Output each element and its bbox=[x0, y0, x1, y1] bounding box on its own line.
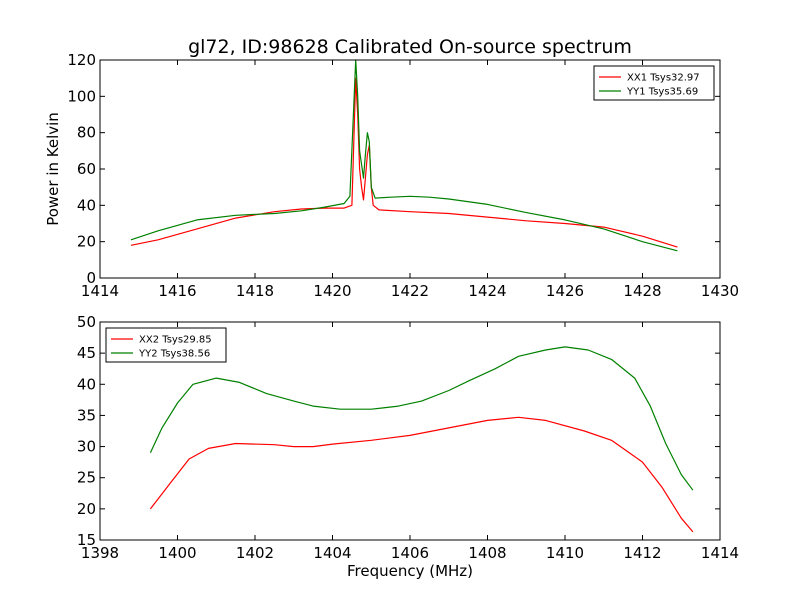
y-tick-label: 25 bbox=[77, 469, 96, 487]
y-tick-label: 15 bbox=[77, 531, 96, 549]
y-tick-label: 35 bbox=[77, 406, 96, 424]
bottom-chart-ticks: 1398 1400 1402 1404 1406 1408 1410 1412 1414 15 20… bbox=[77, 313, 739, 562]
x-tick-label: 1408 bbox=[468, 544, 506, 562]
x-tick-label: 1426 bbox=[546, 282, 584, 300]
y-tick-label: 100 bbox=[67, 87, 96, 105]
x-tick-label: 1424 bbox=[468, 282, 506, 300]
y-tick-label: 40 bbox=[77, 375, 96, 393]
y-tick-label: 45 bbox=[77, 344, 96, 362]
y-tick-label: 50 bbox=[77, 313, 96, 331]
top-chart-series bbox=[130, 59, 678, 252]
x-tick-label: 1406 bbox=[391, 544, 429, 562]
legend-box bbox=[105, 327, 227, 363]
x-tick-label: 1412 bbox=[623, 544, 661, 562]
x-axis-label: Frequency (MHz) bbox=[347, 562, 473, 580]
x-tick-label: 1428 bbox=[623, 282, 661, 300]
y-tick-label: 0 bbox=[86, 269, 96, 287]
x-tick-label: 1398 bbox=[81, 544, 119, 562]
x-tick-label: 1416 bbox=[158, 282, 196, 300]
y-tick-label: 30 bbox=[77, 438, 96, 456]
series-line-xx bbox=[149, 416, 694, 533]
bottom-chart-frame bbox=[99, 321, 721, 541]
y-axis-label: Power in Kelvin bbox=[44, 112, 62, 226]
series-line-yy bbox=[130, 59, 678, 252]
y-tick-label: 20 bbox=[77, 500, 96, 518]
x-tick-label: 1430 bbox=[701, 282, 739, 300]
bottom-chart: Frequency (MHz) 1398 1400 1402 1404 1406 1408… bbox=[77, 313, 739, 580]
x-tick-label: 1410 bbox=[546, 544, 584, 562]
chart-title: gl72, ID:98628 Calibrated On-source spec… bbox=[188, 36, 632, 58]
legend-label: YY2 Tsys38.56 bbox=[138, 349, 210, 360]
legend-box bbox=[593, 65, 715, 101]
x-tick-label: 1422 bbox=[391, 282, 429, 300]
series-line-xx bbox=[130, 77, 678, 248]
bottom-chart-legend: XX2 Tsys29.85 YY2 Tsys38.56 bbox=[105, 327, 227, 363]
legend-label: XX2 Tsys29.85 bbox=[139, 335, 212, 346]
x-tick-label: 1400 bbox=[158, 544, 196, 562]
top-chart-ticks: 1414 1416 1418 1420 1422 1424 1426 1428 1430 0 20 4… bbox=[67, 51, 739, 300]
legend-label: YY1 Tsys35.69 bbox=[626, 87, 698, 98]
y-tick-label: 40 bbox=[77, 196, 96, 214]
bottom-chart-series bbox=[149, 346, 694, 533]
y-tick-label: 20 bbox=[77, 233, 96, 251]
y-tick-label: 80 bbox=[77, 124, 96, 142]
x-tick-label: 1404 bbox=[313, 544, 351, 562]
x-tick-label: 1402 bbox=[236, 544, 274, 562]
series-line-yy bbox=[149, 346, 694, 491]
top-chart-frame bbox=[99, 59, 721, 279]
x-tick-label: 1420 bbox=[313, 282, 351, 300]
x-tick-label: 1414 bbox=[701, 544, 739, 562]
y-tick-label: 60 bbox=[77, 160, 96, 178]
top-chart-legend: XX1 Tsys32.97 YY1 Tsys35.69 bbox=[593, 65, 715, 101]
x-tick-label: 1414 bbox=[81, 282, 119, 300]
x-tick-label: 1418 bbox=[236, 282, 274, 300]
top-chart: gl72, ID:98628 Calibrated On-source spec… bbox=[44, 36, 739, 300]
y-tick-label: 120 bbox=[67, 51, 96, 69]
legend-label: XX1 Tsys32.97 bbox=[627, 73, 700, 84]
